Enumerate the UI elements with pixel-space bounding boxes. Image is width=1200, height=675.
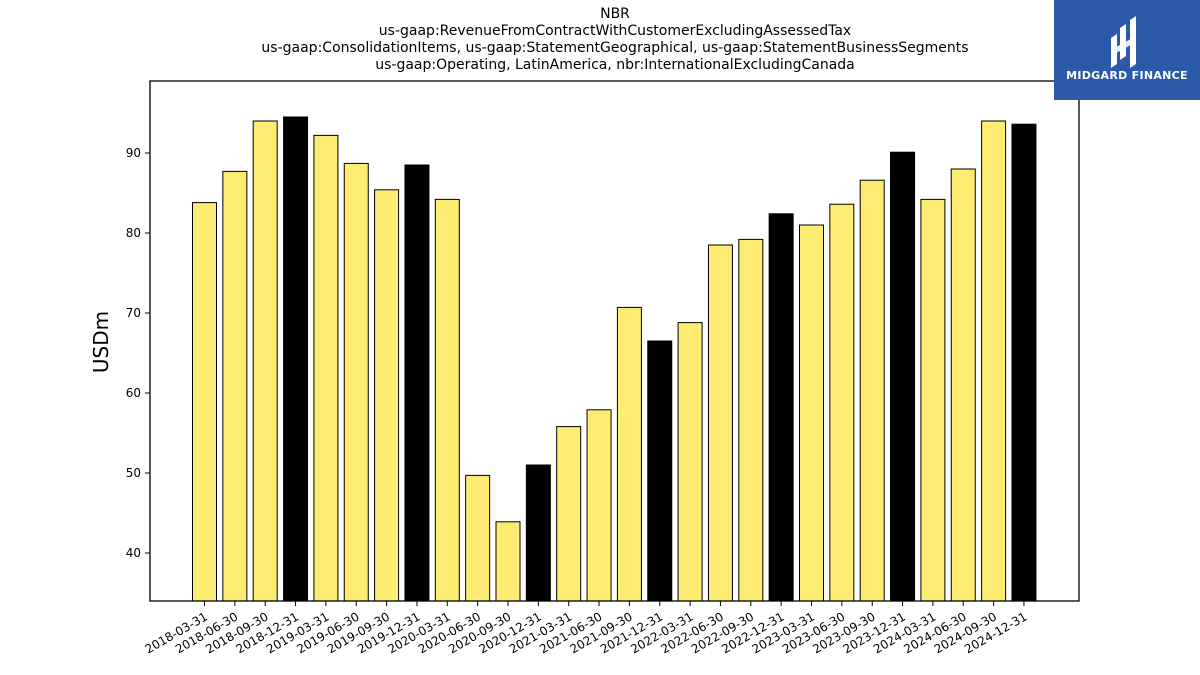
bar-2020-09-30: [495, 521, 521, 602]
bar-2019-09-30: [374, 189, 400, 602]
bar-2023-03-31: [799, 224, 824, 602]
x-axis-ticks: 2018-03-312018-06-302018-09-302018-12-31…: [143, 601, 1029, 656]
chart-subtitle-line-2: us-gaap:ConsolidationItems, us-gaap:Stat…: [261, 40, 969, 56]
chart-title-block: NBR us-gaap:RevenueFromContractWithCusto…: [0, 6, 1200, 74]
bar-2024-06-30: [950, 168, 976, 602]
bar-2020-03-31: [434, 198, 460, 602]
bar-2020-12-31: [525, 464, 551, 602]
y-tick-label: 60: [126, 386, 141, 400]
y-axis-ticks: 40 50 60 70 80 90: [126, 146, 150, 560]
bar-2018-03-31: [192, 202, 217, 602]
y-tick-label: 70: [126, 306, 141, 320]
bar-2022-06-30: [707, 244, 733, 602]
y-tick-label: 40: [126, 546, 141, 560]
bar-2022-12-31: [768, 213, 794, 602]
y-axis-label: USDm: [89, 311, 113, 373]
bar-2024-12-31: [1011, 123, 1037, 602]
bar-2020-06-30: [465, 474, 491, 602]
y-tick-label: 50: [126, 466, 141, 480]
plot-frame: [149, 80, 1080, 602]
bar-2018-09-30: [252, 120, 278, 602]
chart-title: NBR: [600, 6, 630, 22]
bars-group: [192, 116, 1037, 602]
bar-2021-06-30: [586, 409, 612, 602]
bar-2023-12-31: [890, 151, 916, 602]
chart-subtitle-line-1: us-gaap:RevenueFromContractWithCustomerE…: [378, 23, 852, 39]
bar-2021-12-31: [647, 340, 673, 602]
bar-2018-06-30: [222, 170, 248, 602]
bar-2018-12-31: [283, 116, 309, 602]
bar-2024-03-31: [920, 198, 946, 602]
bar-2021-09-30: [616, 306, 642, 602]
midgard-logo-icon: [1111, 16, 1136, 68]
bar-2019-03-31: [313, 134, 339, 602]
bar-2022-03-31: [677, 322, 703, 602]
chart-subtitle-line-3: us-gaap:Operating, LatinAmerica, nbr:Int…: [375, 57, 855, 73]
bar-2023-09-30: [859, 179, 885, 602]
bar-2022-09-30: [738, 238, 764, 602]
bar-2023-06-30: [829, 203, 855, 602]
bar-2021-03-31: [556, 426, 582, 602]
bar-2024-09-30: [981, 120, 1007, 602]
y-tick-label: 80: [126, 226, 141, 240]
bar-2019-12-31: [404, 164, 430, 602]
logo-text: MIDGARD FINANCE: [1066, 69, 1188, 82]
midgard-finance-logo: MIDGARD FINANCE: [1054, 0, 1200, 100]
bar-2019-06-30: [343, 162, 369, 602]
y-tick-label: 90: [126, 146, 141, 160]
